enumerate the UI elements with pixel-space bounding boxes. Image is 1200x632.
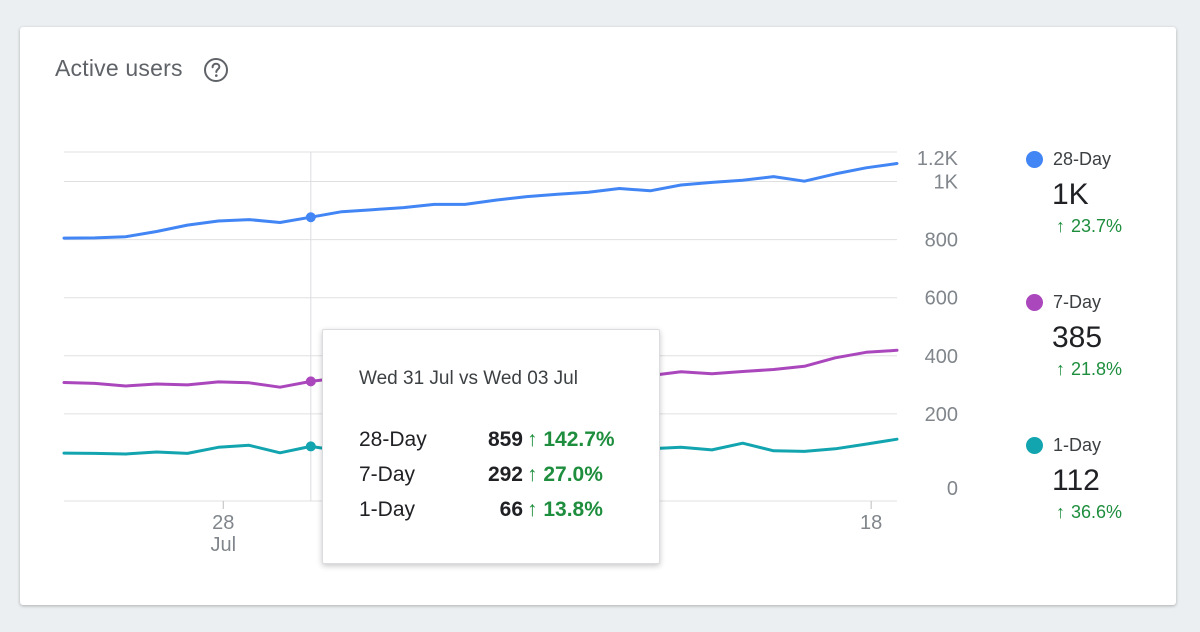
legend-item-1-day[interactable]: 1-Day 112 ↑ 36.6% (1026, 434, 1186, 523)
data-point-7-day (305, 376, 316, 387)
legend-dot-28-day (1026, 150, 1043, 168)
legend-name: 1-Day (1053, 434, 1102, 455)
chart-tooltip: Wed 31 Jul vs Wed 03 Jul 28-Day 859 ↑ 14… (322, 329, 660, 564)
tooltip-value: 292 (487, 463, 523, 486)
tooltip-change: ↑ 13.8% (527, 498, 603, 522)
x-tick-sublabel: Jul (210, 534, 236, 556)
y-tick-label: 200 (925, 404, 958, 426)
legend-value: 1K (1052, 178, 1089, 211)
x-tick-label: 28 (212, 512, 234, 534)
data-point-28-day (305, 212, 316, 223)
legend-value: 385 (1052, 321, 1103, 354)
legend-item-28-day[interactable]: 28-Day 1K ↑ 23.7% (1026, 148, 1186, 237)
legend-value: 112 (1052, 464, 1100, 497)
x-tick-label: 18 (860, 512, 882, 534)
y-tick-label: 1.2K (917, 148, 959, 170)
y-tick-label: 800 (925, 230, 958, 252)
legend-dot-1-day (1026, 436, 1043, 454)
up-arrow-icon: ↑ (1056, 502, 1065, 522)
data-point-1-day (305, 441, 316, 452)
legend-item-7-day[interactable]: 7-Day 385 ↑ 21.8% (1026, 291, 1186, 380)
legend-change: 21.8% (1071, 359, 1123, 379)
tooltip-series-name: 28-Day (359, 428, 427, 451)
legend-name: 7-Day (1053, 291, 1102, 312)
tooltip-change-value: 13.8% (543, 498, 603, 521)
tooltip-change-value: 142.7% (543, 428, 615, 451)
legend-name: 28-Day (1053, 148, 1112, 169)
tooltip-row-7-day: 7-Day 292 ↑ 27.0% (359, 463, 649, 491)
legend-change: 36.6% (1071, 502, 1123, 522)
up-arrow-icon: ↑ (527, 463, 538, 486)
y-tick-label: 1K (934, 172, 959, 194)
tooltip-value: 859 (487, 428, 523, 451)
up-arrow-icon: ↑ (1056, 216, 1065, 236)
tooltip-change-value: 27.0% (543, 463, 603, 486)
legend-dot-7-day (1026, 293, 1043, 311)
legend-change: 23.7% (1071, 216, 1123, 236)
up-arrow-icon: ↑ (1056, 359, 1065, 379)
up-arrow-icon: ↑ (527, 498, 538, 521)
tooltip-value: 66 (499, 498, 523, 521)
tooltip-series-name: 7-Day (359, 463, 416, 486)
tooltip-row-1-day: 1-Day 66 ↑ 13.8% (359, 498, 649, 526)
series-line-28-day (62, 162, 899, 240)
y-tick-label: 400 (925, 346, 958, 368)
tooltip-row-28-day: 28-Day 859 ↑ 142.7% (359, 428, 649, 456)
y-tick-label: 600 (925, 288, 958, 310)
help-circle-icon[interactable] (203, 57, 229, 83)
card-title: Active users (55, 55, 183, 81)
tooltip-change: ↑ 142.7% (527, 428, 615, 452)
tooltip-title: Wed 31 Jul vs Wed 03 Jul (359, 368, 578, 389)
up-arrow-icon: ↑ (527, 428, 538, 451)
tooltip-change: ↑ 27.0% (527, 463, 603, 487)
y-tick-label: 0 (947, 478, 958, 500)
tooltip-series-name: 1-Day (359, 498, 416, 521)
